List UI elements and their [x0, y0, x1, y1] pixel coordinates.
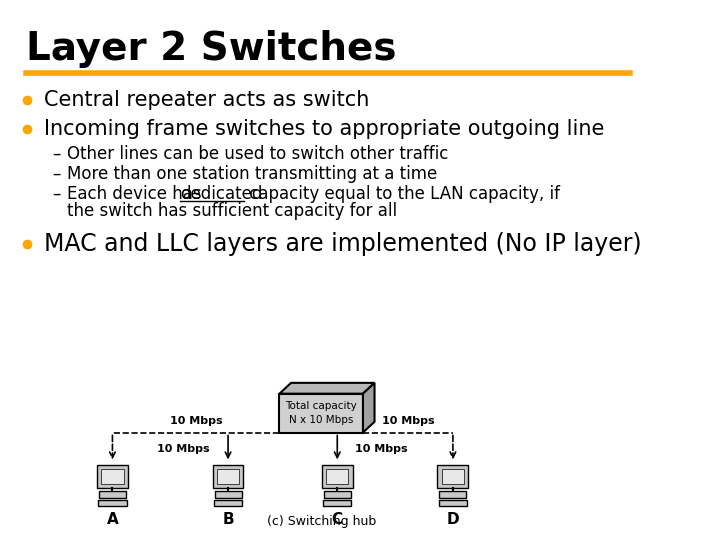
FancyBboxPatch shape — [99, 500, 127, 506]
Text: Incoming frame switches to appropriate outgoing line: Incoming frame switches to appropriate o… — [44, 118, 604, 139]
FancyBboxPatch shape — [323, 500, 351, 506]
FancyBboxPatch shape — [99, 491, 126, 498]
Text: capacity equal to the LAN capacity, if: capacity equal to the LAN capacity, if — [244, 185, 560, 203]
FancyBboxPatch shape — [102, 469, 124, 483]
Text: Layer 2 Switches: Layer 2 Switches — [26, 30, 396, 68]
FancyBboxPatch shape — [217, 469, 239, 483]
Text: A: A — [107, 512, 118, 528]
Text: B: B — [222, 512, 234, 528]
FancyBboxPatch shape — [438, 465, 468, 488]
Text: –: – — [53, 185, 61, 203]
Text: 10 Mbps: 10 Mbps — [158, 444, 210, 454]
Polygon shape — [363, 383, 374, 433]
Text: –: – — [53, 165, 61, 183]
FancyBboxPatch shape — [324, 491, 351, 498]
Text: Total capacity: Total capacity — [285, 401, 357, 411]
Text: Each device has: Each device has — [67, 185, 207, 203]
Text: Other lines can be used to switch other traffic: Other lines can be used to switch other … — [67, 145, 448, 163]
FancyBboxPatch shape — [442, 469, 464, 483]
Text: More than one station transmitting at a time: More than one station transmitting at a … — [67, 165, 437, 183]
Text: dedicated: dedicated — [180, 185, 263, 203]
FancyBboxPatch shape — [279, 394, 363, 433]
Text: the switch has sufficient capacity for all: the switch has sufficient capacity for a… — [67, 201, 397, 220]
FancyBboxPatch shape — [214, 500, 242, 506]
FancyBboxPatch shape — [326, 469, 348, 483]
Text: D: D — [446, 512, 459, 528]
Text: MAC and LLC layers are implemented (No IP layer): MAC and LLC layers are implemented (No I… — [44, 232, 642, 256]
Text: Central repeater acts as switch: Central repeater acts as switch — [44, 90, 369, 110]
FancyBboxPatch shape — [215, 491, 241, 498]
FancyBboxPatch shape — [322, 465, 353, 488]
FancyBboxPatch shape — [97, 465, 128, 488]
Text: 10 Mbps: 10 Mbps — [170, 416, 222, 426]
FancyBboxPatch shape — [439, 491, 467, 498]
Text: 10 Mbps: 10 Mbps — [355, 444, 408, 454]
Polygon shape — [279, 383, 374, 394]
FancyBboxPatch shape — [212, 465, 243, 488]
Text: (c) Switching hub: (c) Switching hub — [266, 515, 376, 528]
Text: –: – — [53, 145, 61, 163]
Text: 10 Mbps: 10 Mbps — [382, 416, 434, 426]
Text: C: C — [332, 512, 343, 528]
FancyBboxPatch shape — [438, 500, 467, 506]
Text: N x 10 Mbps: N x 10 Mbps — [289, 415, 354, 424]
